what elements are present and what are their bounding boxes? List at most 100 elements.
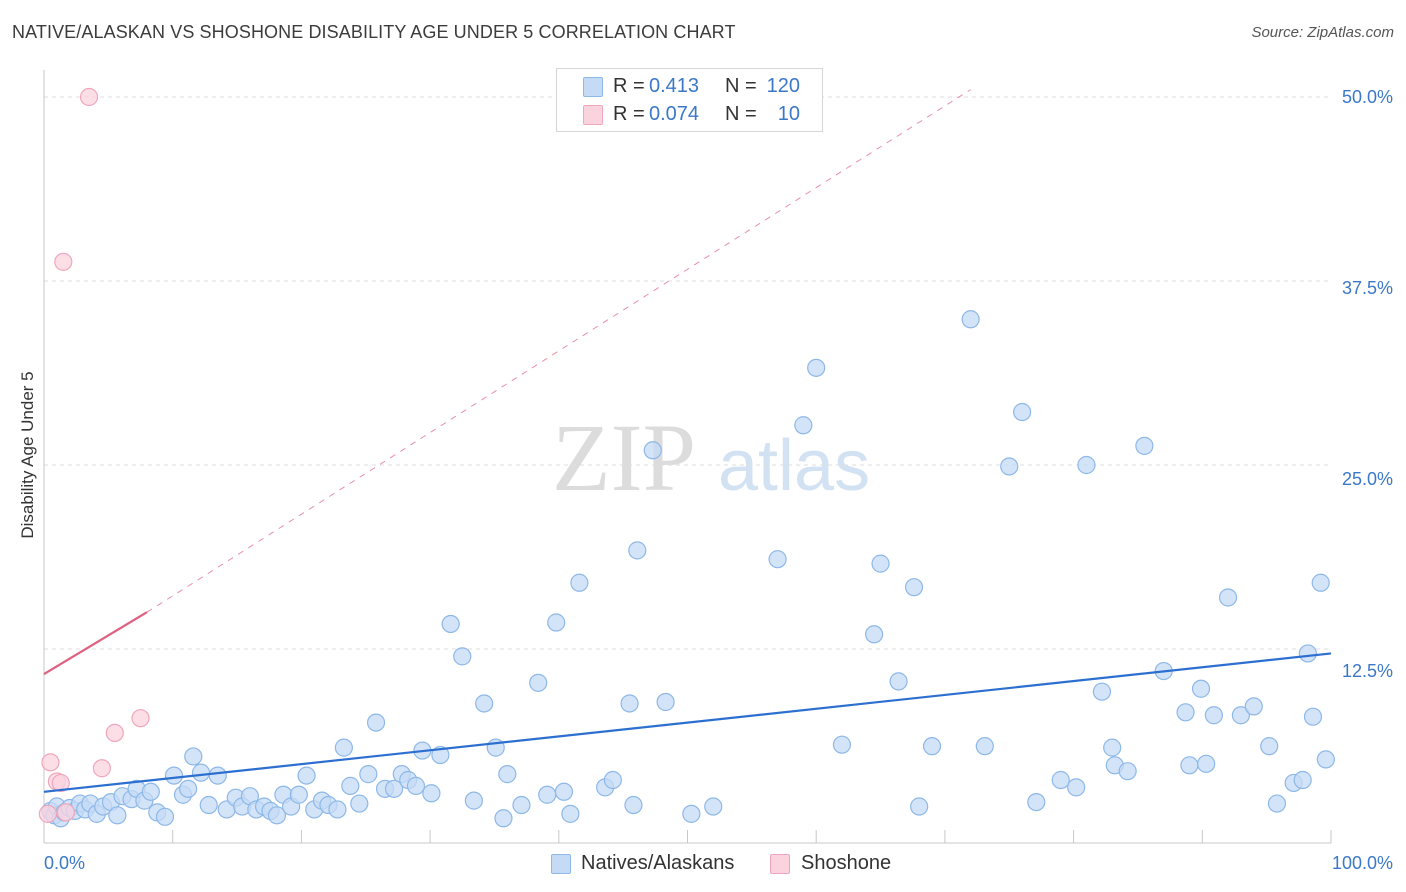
x-tick-marks [43,830,1332,843]
legend-r-value-shoshone: 0.074 [649,103,700,125]
natives-point-111 [1244,697,1263,716]
legend-r-value-natives: 0.413 [649,75,700,97]
natives-point-72 [603,770,622,790]
natives-point-80 [768,550,787,569]
natives-point-119 [1316,750,1335,769]
legend-swatch-shoshone [583,105,603,125]
legend-n-label: N = [725,75,757,97]
shoshone-point-5 [92,759,112,778]
natives-point-55 [422,784,441,803]
natives-point-66 [538,785,557,804]
natives-point-79 [704,797,723,816]
y-axis-label: Disability Age Under 5 [18,371,37,538]
natives-point-89 [922,737,942,756]
natives-point-74 [624,795,643,815]
natives-point-81 [794,416,813,435]
natives-point-48 [366,713,386,732]
legend-row-natives: R = 0.413 N = 120 [557,73,822,101]
natives-point-64 [512,795,531,815]
shoshone-point-8 [56,803,75,822]
natives-point-45 [341,776,360,795]
shoshone-trend-line-extended [146,89,971,613]
shoshone-point-2 [131,709,150,728]
legend-n-label: N = [725,103,757,125]
natives-point-110 [1231,706,1251,725]
natives-point-118 [1311,573,1330,592]
y-tick-label-37-5: 37.5% [1342,278,1393,298]
natives-point-102 [1135,436,1154,455]
natives-point-96 [1067,778,1086,797]
natives-point-67 [547,613,566,632]
natives-point-113 [1267,794,1287,813]
natives-point-68 [554,782,574,801]
shoshone-point-7 [51,773,70,793]
natives-point-97 [1077,455,1096,475]
legend-n-value-natives: 120 [766,75,800,97]
natives-point-58 [453,647,472,666]
natives-point-108 [1204,706,1223,725]
natives-point-87 [904,578,924,597]
natives-point-59 [464,791,483,810]
series-legend-swatch-natives [551,854,571,874]
natives-point-99 [1103,738,1122,757]
shoshone-point-9 [38,804,57,823]
natives-point-63 [498,765,517,784]
shoshone-point-1 [54,252,73,271]
natives-point-53 [406,776,426,795]
shoshone-trend-line [43,611,148,675]
natives-point-25 [191,763,211,782]
natives-point-35 [267,806,287,825]
shoshone-point-0 [79,87,99,107]
natives-point-69 [561,804,580,823]
natives-point-18 [141,782,160,801]
natives-point-117 [1303,707,1323,726]
x-tick-label-max: 100.0% [1332,853,1393,873]
natives-point-82 [807,358,826,377]
series-legend-shoshone: Shoshone [801,852,892,874]
natives-point-13 [108,806,127,825]
natives-point-20 [155,807,175,826]
natives-point-26 [199,795,218,815]
natives-point-44 [334,738,353,757]
watermark-atlas: atlas [718,426,870,506]
natives-point-91 [975,737,994,756]
natives-trend-line [43,652,1332,793]
legend-swatch-natives [583,77,603,97]
natives-point-75 [628,541,647,560]
natives-point-109 [1218,588,1238,607]
natives-point-84 [865,625,884,644]
watermark-zip: ZIP [552,404,696,511]
legend-r-label: R = [613,103,645,125]
natives-point-112 [1260,737,1279,756]
chart-title: NATIVE/ALASKAN VS SHOSHONE DISABILITY AG… [12,22,736,42]
natives-point-90 [961,310,980,329]
natives-point-39 [297,766,316,785]
series-legend: Natives/Alaskans Shoshone [0,852,1406,878]
natives-point-62 [494,809,513,828]
natives-point-93 [1013,402,1032,422]
natives-point-86 [889,672,908,691]
natives-point-24 [184,747,203,766]
natives-point-38 [289,785,308,804]
natives-point-27 [208,766,227,785]
natives-point-92 [1000,457,1019,476]
series-legend-swatch-shoshone [770,854,790,874]
natives-point-85 [871,554,890,573]
natives-point-83 [832,735,852,754]
natives-point-78 [682,804,701,823]
natives-point-47 [359,765,378,784]
natives-point-70 [570,573,589,592]
x-tick-label-min: 0.0% [44,853,85,873]
natives-point-94 [1027,792,1046,812]
natives-point-115 [1293,770,1312,790]
scatter-points [38,87,1335,828]
source-label: Source: ZipAtlas.com [1251,24,1394,41]
y-tick-label-50: 50.0% [1342,87,1393,107]
natives-point-77 [656,692,675,712]
natives-point-21 [164,766,184,785]
natives-point-88 [910,797,929,816]
natives-point-43 [328,800,347,819]
legend-r-label: R = [613,75,645,97]
y-tick-label-12-5: 12.5% [1342,661,1393,681]
natives-point-101 [1118,762,1137,781]
